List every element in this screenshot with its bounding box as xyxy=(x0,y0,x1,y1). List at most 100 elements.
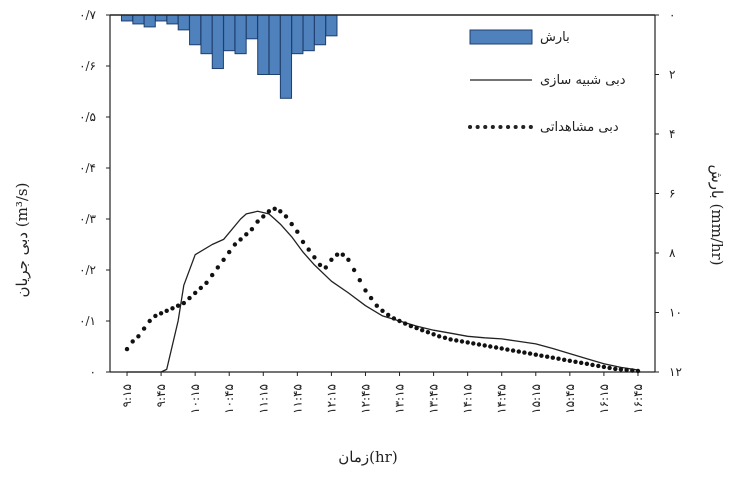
observed-point-6 xyxy=(153,313,158,319)
observed-point-70 xyxy=(516,349,521,354)
observed-point-60 xyxy=(459,339,465,344)
observed-point-79 xyxy=(567,358,572,363)
rain-bar-19 xyxy=(325,14,338,37)
observed-point-45 xyxy=(374,303,379,308)
observed-point-58 xyxy=(448,337,453,342)
observed-point-14 xyxy=(198,285,203,291)
y-left-tick-label: ۰/۷ xyxy=(79,8,96,22)
tick-labels: ۰ ۰/۱ ۰/۲ ۰/۳ ۰/۴ ۰/۵ ۰/۶ ۰/۷ ۰ ۲ ۴ ۶ ۸ ۱۰ ۱۲ ۹:۱۵ ۹:۴۵ ۱… xyxy=(79,8,682,414)
observed-point-91 xyxy=(635,368,641,374)
observed-point-20 xyxy=(232,242,238,247)
y-right-tick-label: ۱۰ xyxy=(669,306,682,320)
rain-bar-1 xyxy=(120,14,134,22)
y-left-tick-label: ۰/۶ xyxy=(79,59,96,73)
observed-point-65 xyxy=(488,344,493,349)
rain-bar-13 xyxy=(257,14,270,75)
observed-point-55 xyxy=(431,332,436,337)
observed-point-47 xyxy=(386,312,391,318)
rain-bar-5 xyxy=(166,14,179,25)
observed-point-18 xyxy=(221,257,226,262)
observed-point-57 xyxy=(442,335,448,340)
x-tick-label: ۱۳:۱۵ xyxy=(393,384,407,414)
y-left-tick-label: ۰ xyxy=(90,365,96,379)
x-tick-label: ۱۲:۴۵ xyxy=(359,384,373,414)
observed-point-89 xyxy=(624,367,629,373)
observed-point-66 xyxy=(493,345,499,350)
observed-point-68 xyxy=(505,347,510,352)
observed-point-56 xyxy=(437,334,442,339)
observed-point-62 xyxy=(471,341,476,346)
observed-point-7 xyxy=(158,311,164,316)
observed-point-43 xyxy=(363,288,368,293)
observed-point-24 xyxy=(255,219,260,224)
observed-point-48 xyxy=(391,316,397,321)
x-tick-label: ۱۵:۴۵ xyxy=(563,384,577,414)
observed-point-23 xyxy=(249,227,255,232)
observed-point-83 xyxy=(590,362,595,368)
observed-point-53 xyxy=(420,328,425,333)
rain-bar-4 xyxy=(155,14,168,22)
observed-point-74 xyxy=(539,353,544,358)
y-left-tick-label: ۰/۴ xyxy=(79,161,96,175)
observed-point-73 xyxy=(533,352,538,357)
observed-point-46 xyxy=(380,308,385,313)
observed-point-39 xyxy=(340,252,345,257)
observed-point-86 xyxy=(607,365,612,371)
observed-point-69 xyxy=(510,348,516,353)
x-tick-label: ۱۴:۴۵ xyxy=(495,384,509,414)
observed-point-27 xyxy=(272,206,277,211)
rain-bar-2 xyxy=(132,14,145,25)
y-right-axis-title: بارش (mm/hr) xyxy=(708,164,726,265)
observed-point-4 xyxy=(141,326,147,331)
observed-point-36 xyxy=(323,265,328,270)
rain-bar-7 xyxy=(189,14,202,46)
observed-point-37 xyxy=(329,257,334,262)
observed-point-41 xyxy=(351,267,357,273)
observed-point-35 xyxy=(317,262,323,268)
x-tick-label: ۱۱:۱۵ xyxy=(256,384,270,414)
legend: بارش دبی شبیه سازی دبی مشاهداتی xyxy=(468,29,626,135)
rain-bar-14 xyxy=(268,14,281,75)
rain-bar-10 xyxy=(223,14,236,52)
observed-point-26 xyxy=(266,209,272,214)
observed-point-88 xyxy=(618,367,624,372)
x-tick-label: ۱۳:۴۵ xyxy=(427,384,441,414)
observed-point-49 xyxy=(397,318,402,324)
observed-point-3 xyxy=(136,334,141,339)
observed-point-29 xyxy=(283,214,289,219)
observed-point-28 xyxy=(278,209,283,214)
observed-point-71 xyxy=(522,350,527,355)
observed-point-30 xyxy=(289,221,294,227)
legend-obs-label: دبی مشاهداتی xyxy=(540,120,619,135)
x-tick-label: ۱۶:۴۵ xyxy=(631,384,645,414)
observed-point-72 xyxy=(527,351,533,356)
rain-bar-15 xyxy=(279,14,293,99)
observed-point-51 xyxy=(408,323,414,329)
y-left-tick-label: ۰/۵ xyxy=(79,110,96,124)
x-axis-title: زمان(hr) xyxy=(338,448,397,466)
rain-bar-12 xyxy=(245,14,258,40)
observed-point-77 xyxy=(556,356,561,361)
observed-point-81 xyxy=(579,360,584,365)
simulated-discharge-line xyxy=(127,210,639,373)
x-tick-label: ۱۲:۱۵ xyxy=(324,384,338,414)
observed-point-84 xyxy=(596,363,601,369)
observed-point-59 xyxy=(454,338,459,343)
observed-point-15 xyxy=(204,280,209,285)
x-tick-label: ۱۵:۱۵ xyxy=(529,384,543,414)
y-left-tick-label: ۰/۱ xyxy=(79,314,96,328)
x-tick-label: ۱۱:۴۵ xyxy=(290,384,304,414)
observed-point-61 xyxy=(465,340,470,345)
observed-point-31 xyxy=(295,229,300,234)
x-tick-label: ۱۰:۴۵ xyxy=(222,384,236,414)
y-left-tick-label: ۰/۲ xyxy=(79,263,96,277)
observed-point-1 xyxy=(124,346,130,352)
observed-point-8 xyxy=(164,308,169,313)
y-right-tick-label: ۰ xyxy=(669,8,675,22)
observed-point-75 xyxy=(545,354,550,359)
observed-point-11 xyxy=(181,300,186,306)
observed-point-85 xyxy=(601,364,607,370)
observed-point-80 xyxy=(573,359,578,364)
legend-rain-label: بارش xyxy=(540,30,570,45)
